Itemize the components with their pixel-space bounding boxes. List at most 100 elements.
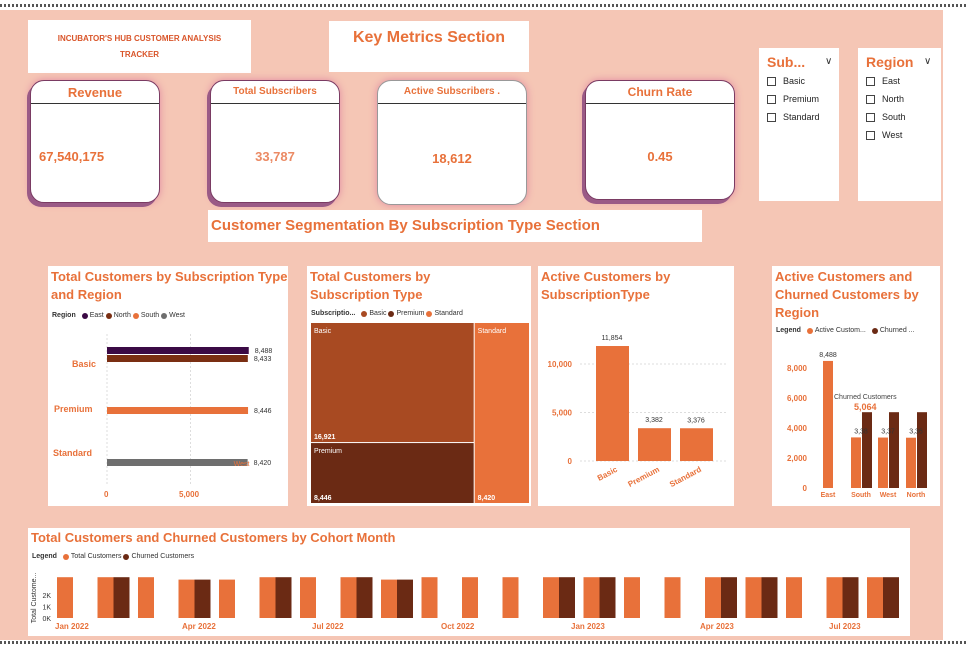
checkbox-icon[interactable] [866,112,875,122]
y-tick-label: 5,000 [552,409,573,418]
bar-total [543,577,559,618]
chart-title-line3: Region [775,305,820,320]
legend-label: Standard [434,310,463,317]
bar-total [57,577,73,618]
churn-rate-label: Churn Rate [586,81,734,104]
chart-title-line2: Churned Customers by [775,287,919,302]
treemap-tile-name: Basic [314,328,332,335]
segmentation-heading: Customer Segmentation By Subscription Ty… [208,210,702,242]
chart-title-line1: Total Customers by [310,269,431,284]
chart-title-line1: Active Customers by [541,269,671,284]
y-tick-label: 2K [42,593,51,600]
checkbox-icon[interactable] [866,94,875,104]
bar-churned [275,577,292,618]
slicer-option-basic[interactable]: Basic [767,76,805,86]
bar-active [823,360,833,488]
x-tick-label: Jan 2023 [571,622,605,631]
legend-label: East [89,312,104,319]
active-subscribers-label: Active Subscribers . [378,81,526,104]
chart-treemap[interactable]: Total Customers by Subscription Type Subs… [307,266,531,506]
treemap-tile-name: Standard [478,328,507,335]
category-label: Basic [72,359,97,369]
chart-active-subscription[interactable]: Active Customers by SubscriptionType 0 5,0… [538,266,734,506]
bar-total [219,579,235,618]
x-tick-label: West [880,492,897,499]
checkbox-icon[interactable] [767,94,776,104]
bar-value-label: 3,37 [881,429,895,436]
y-tick-label: 1K [42,605,51,612]
slicer-option-label: North [882,94,905,104]
bar-total [664,577,681,618]
chart-cohort-month[interactable]: Total Customers and Churned Customers by… [28,528,910,636]
chart-title: Total Customers and Churned Customers by… [31,530,396,545]
bar-total [178,579,195,618]
legend-title: Subscriptio... [311,310,356,317]
bar [638,428,671,461]
chart-title-line2: Subscription Type [310,287,423,302]
revenue-value: 67,540,175 [39,149,105,164]
total-subscribers-card[interactable]: Total Subscribers 33,787 [210,80,340,203]
chevron-down-icon[interactable]: ∨ [924,56,932,67]
bar-total [786,577,802,618]
chart-legend: Legend Total Customers Churned Customers [32,553,194,560]
x-tick-label: Basic [596,465,620,483]
churn-rate-card[interactable]: Churn Rate 0.45 [585,80,735,200]
treemap-tile [474,323,529,503]
checkbox-icon[interactable] [767,112,776,122]
bar-total [259,577,276,618]
active-subscribers-value: 18,612 [432,151,472,166]
checkbox-icon[interactable] [866,130,875,140]
legend-dot-churned [871,327,878,334]
y-tick-label: 8,000 [787,364,808,373]
bar-total [138,577,154,618]
chevron-down-icon[interactable]: ∨ [825,56,833,67]
bar-total [583,577,600,618]
treemap-tile-value: 16,921 [314,434,336,441]
treemap-tile [311,443,474,503]
legend-dot-premium [388,310,395,317]
slicer-option-north[interactable]: North [866,94,904,104]
slicer-option-west[interactable]: West [866,130,902,140]
slicer-option-label: Standard [783,112,820,122]
bar-total [705,577,721,618]
chart-legend: Region East North South West [52,312,185,319]
bar-churned [397,579,413,618]
legend-dot-west [161,312,168,319]
chart-subscription-region[interactable]: Total Customers by Subscription Type and… [48,266,288,506]
checkbox-icon[interactable] [767,76,776,86]
x-tick-label: Jul 2023 [829,622,861,631]
chart-legend: Subscriptio... Basic Premium Standard [311,310,463,317]
bar-value-label: 3,38 [854,428,868,435]
chart-plot: 0 5,000 10,000 11,854 Basic 3,382 Premium 3,376… [548,335,728,489]
y-axis-label: Total Custome... [31,573,38,624]
x-tick-label: Standard [668,465,703,489]
tooltip-value: 5,064 [854,402,877,412]
bar-churned [889,412,899,488]
treemap-tile-value: 8,420 [478,495,496,502]
bar-total [624,577,640,618]
chart-active-churned-region[interactable]: Active Customers and Churned Customers by… [772,266,940,506]
slicer-option-label: Basic [783,76,806,86]
bar-churned [842,577,859,618]
bar-total [502,577,519,618]
slicer-option-east[interactable]: East [866,76,900,86]
chart-plot: Basic 16,921 Premium 8,446 Standard 8,420 [311,323,529,503]
total-subscribers-label: Total Subscribers [211,81,339,104]
bar-churned [862,412,872,488]
revenue-card[interactable]: Revenue 67,540,175 [30,80,160,203]
bar-churned [559,577,575,618]
bar-churned [599,577,616,618]
slicer-option-premium[interactable]: Premium [767,94,819,104]
legend-dot-churned [123,553,130,560]
checkbox-icon[interactable] [866,76,875,86]
active-subscribers-card[interactable]: Active Subscribers . 18,612 [377,80,527,205]
x-tick-label: East [821,492,836,499]
bar-total [300,577,316,618]
slicer-option-standard[interactable]: Standard [767,112,820,122]
bar [107,347,249,354]
y-tick-label: 0 [803,484,808,493]
legend-title: Legend [776,327,801,334]
slicer-option-south[interactable]: South [866,112,906,122]
bar-active [851,437,861,488]
